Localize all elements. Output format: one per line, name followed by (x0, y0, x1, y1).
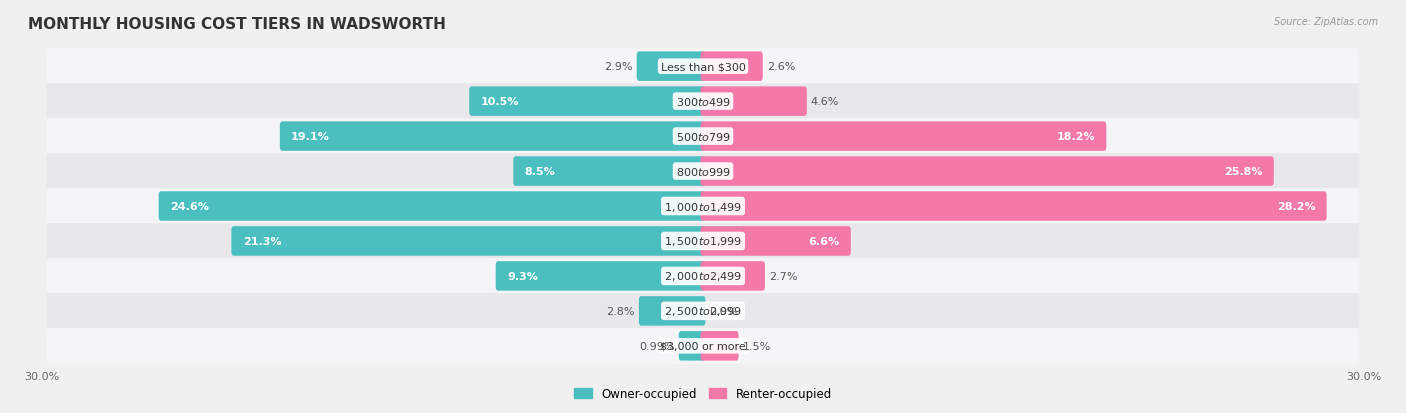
FancyBboxPatch shape (46, 189, 1360, 224)
FancyBboxPatch shape (700, 261, 765, 291)
Text: 24.6%: 24.6% (170, 202, 209, 211)
Text: 2.7%: 2.7% (769, 271, 797, 281)
FancyBboxPatch shape (700, 122, 1107, 152)
FancyBboxPatch shape (280, 122, 706, 152)
Text: $1,500 to $1,999: $1,500 to $1,999 (664, 235, 742, 248)
Text: 28.2%: 28.2% (1277, 202, 1316, 211)
Text: $500 to $799: $500 to $799 (675, 131, 731, 143)
Text: $300 to $499: $300 to $499 (675, 96, 731, 108)
FancyBboxPatch shape (700, 331, 738, 361)
FancyBboxPatch shape (470, 87, 706, 116)
FancyBboxPatch shape (679, 331, 706, 361)
Text: Source: ZipAtlas.com: Source: ZipAtlas.com (1274, 17, 1378, 26)
FancyBboxPatch shape (700, 192, 1327, 221)
FancyBboxPatch shape (700, 52, 762, 82)
Text: 2.6%: 2.6% (766, 62, 796, 72)
FancyBboxPatch shape (700, 157, 1274, 186)
Text: $2,500 to $2,999: $2,500 to $2,999 (664, 305, 742, 318)
FancyBboxPatch shape (46, 259, 1360, 294)
FancyBboxPatch shape (46, 328, 1360, 364)
FancyBboxPatch shape (637, 52, 706, 82)
FancyBboxPatch shape (46, 49, 1360, 85)
Text: 8.5%: 8.5% (524, 166, 555, 177)
Text: 1.5%: 1.5% (742, 341, 770, 351)
Text: 18.2%: 18.2% (1056, 132, 1095, 142)
FancyBboxPatch shape (700, 227, 851, 256)
FancyBboxPatch shape (638, 297, 706, 326)
Text: $2,000 to $2,499: $2,000 to $2,499 (664, 270, 742, 283)
Text: $800 to $999: $800 to $999 (675, 166, 731, 178)
Text: 19.1%: 19.1% (291, 132, 330, 142)
FancyBboxPatch shape (46, 119, 1360, 154)
FancyBboxPatch shape (46, 154, 1360, 189)
Text: 2.9%: 2.9% (605, 62, 633, 72)
Text: Less than $300: Less than $300 (661, 62, 745, 72)
Text: $3,000 or more: $3,000 or more (661, 341, 745, 351)
FancyBboxPatch shape (46, 224, 1360, 259)
FancyBboxPatch shape (46, 293, 1360, 329)
Legend: Owner-occupied, Renter-occupied: Owner-occupied, Renter-occupied (569, 382, 837, 405)
Text: 0.0%: 0.0% (710, 306, 738, 316)
FancyBboxPatch shape (46, 84, 1360, 120)
FancyBboxPatch shape (513, 157, 706, 186)
Text: $1,000 to $1,499: $1,000 to $1,499 (664, 200, 742, 213)
Text: 2.8%: 2.8% (606, 306, 634, 316)
Text: 0.99%: 0.99% (640, 341, 675, 351)
Text: 9.3%: 9.3% (508, 271, 538, 281)
Text: 25.8%: 25.8% (1225, 166, 1263, 177)
Text: MONTHLY HOUSING COST TIERS IN WADSWORTH: MONTHLY HOUSING COST TIERS IN WADSWORTH (28, 17, 446, 31)
FancyBboxPatch shape (496, 261, 706, 291)
Text: 4.6%: 4.6% (811, 97, 839, 107)
FancyBboxPatch shape (159, 192, 706, 221)
Text: 21.3%: 21.3% (243, 236, 281, 247)
FancyBboxPatch shape (700, 87, 807, 116)
FancyBboxPatch shape (232, 227, 706, 256)
Text: 6.6%: 6.6% (808, 236, 839, 247)
Text: 10.5%: 10.5% (481, 97, 519, 107)
